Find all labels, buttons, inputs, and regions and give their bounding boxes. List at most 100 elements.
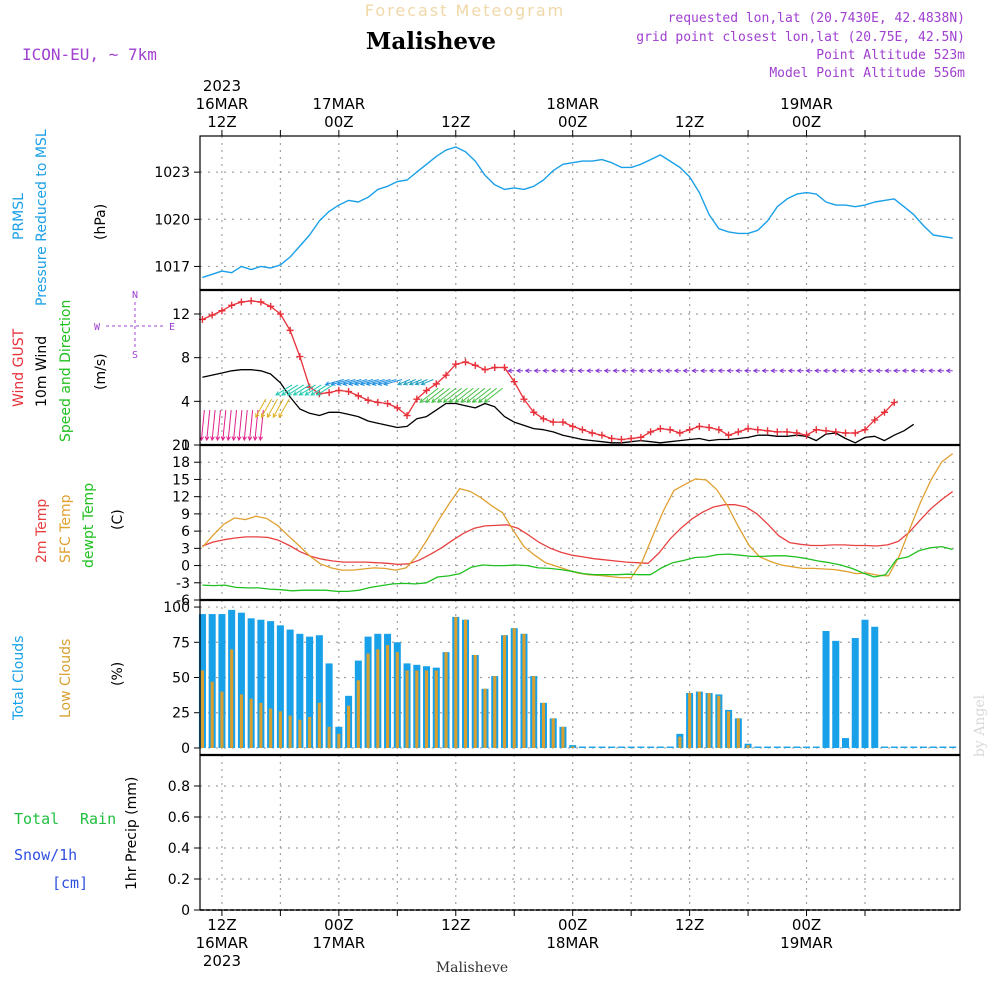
wind-unit-label: (m/s): [93, 353, 109, 390]
wind-arrow-head: [726, 368, 732, 374]
low-cloud-bar: [249, 698, 253, 748]
low-cloud-bar: [512, 628, 516, 748]
total-cloud-bar: [832, 640, 840, 748]
low-cloud-bar: [356, 680, 360, 748]
top-time-label: 2023: [203, 77, 241, 95]
wind-arrow-head: [397, 381, 403, 386]
gust-point: [686, 426, 694, 434]
total-cloud-bar: [208, 614, 216, 748]
wind-arrow-head: [910, 368, 916, 374]
wind-arrow-head: [371, 381, 377, 386]
total-cloud-bar: [257, 619, 265, 748]
wind-arrow: [354, 379, 374, 385]
wind-arrow: [299, 384, 316, 396]
gust-point: [276, 310, 284, 318]
wind-gust-label: Wind GUST: [11, 328, 27, 407]
gust-point: [296, 353, 304, 361]
wind-arrow-head: [324, 381, 330, 386]
gust-point: [530, 408, 538, 416]
wind-arrow-head: [568, 368, 574, 374]
gust-point: [442, 371, 450, 379]
sfc-temp-line: [201, 453, 954, 579]
2m-temp-label: 2m Temp: [34, 499, 50, 563]
wind-arrow: [227, 410, 232, 441]
gust-point: [462, 358, 470, 366]
wind-arrow: [305, 384, 322, 396]
gust-point: [237, 298, 245, 306]
total-cloud-bar: [812, 746, 820, 748]
prmsl-label: PRMSL: [11, 193, 27, 240]
precip-unit-label: 1hr Precip (mm): [124, 777, 140, 890]
gust-point: [695, 422, 703, 430]
gust-point: [286, 326, 294, 334]
wind-arrow-head: [866, 368, 872, 374]
y-tick-label: 0: [181, 741, 190, 757]
wind-arrow-head: [735, 368, 740, 374]
total-cloud-bar: [764, 746, 772, 748]
y-tick-label: 21: [172, 438, 190, 454]
wind-arrow-head: [272, 413, 277, 419]
gust-point: [734, 428, 742, 436]
model-label: ICON-EU, ~ 7km: [22, 45, 157, 64]
gust-point: [384, 400, 392, 408]
total-cloud-bar: [617, 746, 625, 748]
gust-point: [832, 428, 840, 436]
wind-arrow-head: [231, 436, 237, 442]
gust-point: [588, 429, 596, 437]
wind-arrow: [421, 379, 434, 385]
wind-arrow-head: [691, 368, 697, 374]
temperature-panel: [201, 453, 954, 593]
wind-arrow: [243, 410, 248, 441]
total-cloud-bar: [793, 746, 801, 748]
watermark: by Angel: [972, 694, 988, 757]
gust-point: [413, 395, 421, 403]
wind-arrow-head: [647, 368, 653, 374]
dewpt-line: [202, 545, 953, 593]
gust-point: [764, 427, 772, 435]
wind-arrow-head: [359, 381, 365, 386]
wind-arrow: [278, 398, 290, 418]
wind-arrow: [337, 379, 356, 385]
wind-arrow-head: [236, 436, 242, 442]
total-clouds-label: Total Clouds: [11, 636, 27, 721]
y-tick-label: 3: [181, 541, 190, 557]
wind-arrow-head: [700, 368, 705, 374]
wind-arrow-head: [286, 391, 292, 396]
gust-point: [861, 426, 869, 434]
total-cloud-bar: [286, 629, 294, 748]
wind-arrow-head: [621, 368, 626, 374]
low-cloud-bar: [522, 633, 526, 748]
wind-arrow: [443, 387, 462, 403]
total-cloud-bar: [569, 745, 577, 748]
wind-arrow-head: [586, 368, 591, 374]
wind-arrow-head: [316, 391, 322, 396]
wind-arrow-head: [945, 368, 951, 374]
wind-arrow-head: [849, 368, 854, 374]
gust-point: [627, 434, 635, 442]
grid-point-lonlat: grid point closest lon,lat (20.75E, 42.5…: [636, 30, 965, 45]
bottom-time-label: 17MAR: [312, 934, 365, 952]
gust-point: [715, 426, 723, 434]
gust-point: [393, 404, 401, 412]
wind-arrow-head: [408, 381, 414, 386]
wind-arrow-head: [420, 381, 426, 386]
y-tick-label: 0: [181, 559, 190, 575]
wind-arrow-head: [460, 398, 466, 403]
gust-point: [569, 422, 577, 430]
y-tick-label: 9: [181, 507, 190, 523]
wind-arrow-head: [275, 391, 281, 396]
wind-arrow-head: [682, 368, 688, 374]
wind-arrow: [267, 398, 278, 418]
total-cloud-bar: [666, 746, 674, 748]
top-time-label: 00Z: [792, 113, 821, 131]
low-cloud-bar: [463, 619, 468, 748]
total-cloud-bar: [608, 746, 616, 748]
low-cloud-bar: [269, 708, 273, 748]
y-tick-label: 1023: [154, 165, 190, 181]
low-cloud-bar: [395, 652, 399, 748]
wind-arrow-head: [822, 368, 828, 374]
wind-arrow-head: [252, 436, 258, 442]
temp-2m-line: [202, 490, 954, 566]
total-cloud-bar: [783, 746, 791, 748]
gust-point: [500, 364, 508, 371]
